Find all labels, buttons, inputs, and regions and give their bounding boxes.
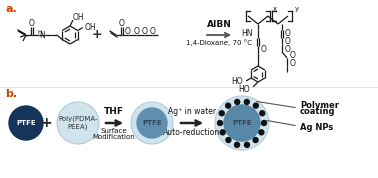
Text: y: y <box>295 6 299 12</box>
Circle shape <box>215 96 269 150</box>
Text: THF: THF <box>104 107 124 116</box>
Circle shape <box>220 130 225 135</box>
Circle shape <box>260 111 265 116</box>
Text: Modification: Modification <box>93 134 135 140</box>
Text: O: O <box>29 20 35 28</box>
Text: O: O <box>290 51 296 61</box>
Circle shape <box>234 142 240 147</box>
Text: HN: HN <box>242 28 253 38</box>
Text: O: O <box>150 27 156 36</box>
Text: AIBN: AIBN <box>206 20 231 29</box>
Circle shape <box>137 108 167 138</box>
Text: 1,4-Dioxane, 70 °C: 1,4-Dioxane, 70 °C <box>186 39 252 46</box>
Text: +: + <box>92 28 102 41</box>
Circle shape <box>235 100 240 104</box>
Text: N: N <box>39 30 45 40</box>
Circle shape <box>217 121 223 125</box>
Circle shape <box>131 102 173 144</box>
Text: x: x <box>273 6 277 12</box>
Text: +: + <box>40 116 52 130</box>
Circle shape <box>219 111 224 116</box>
Text: a.: a. <box>5 4 17 14</box>
Text: O: O <box>285 46 291 54</box>
Circle shape <box>140 111 164 135</box>
Circle shape <box>57 102 99 144</box>
Text: Polymer: Polymer <box>300 101 339 109</box>
Circle shape <box>226 138 231 143</box>
Circle shape <box>224 105 260 141</box>
Text: HO: HO <box>239 85 250 93</box>
Text: OH: OH <box>73 12 85 22</box>
Circle shape <box>9 106 43 140</box>
Text: PTFE: PTFE <box>16 120 36 126</box>
Circle shape <box>146 117 158 129</box>
Circle shape <box>12 109 40 137</box>
Text: PTFE: PTFE <box>232 120 252 126</box>
Circle shape <box>253 138 258 143</box>
Circle shape <box>245 142 249 147</box>
Text: Poly(PDMA-: Poly(PDMA- <box>58 116 98 122</box>
Circle shape <box>143 114 161 132</box>
Text: H: H <box>38 30 42 35</box>
Circle shape <box>232 113 252 133</box>
Text: O: O <box>134 27 140 36</box>
Circle shape <box>228 109 256 137</box>
Text: Ag⁺ in water: Ag⁺ in water <box>168 107 216 116</box>
Text: OH: OH <box>85 23 96 32</box>
Circle shape <box>15 112 37 134</box>
Text: O: O <box>119 20 125 28</box>
Circle shape <box>244 100 249 104</box>
Circle shape <box>226 103 231 108</box>
Text: HO: HO <box>231 77 243 87</box>
Text: b.: b. <box>5 89 17 99</box>
Text: coating: coating <box>300 108 336 116</box>
Circle shape <box>259 130 264 135</box>
Text: O: O <box>290 59 296 69</box>
Circle shape <box>21 118 31 128</box>
Text: O: O <box>285 38 291 46</box>
Text: PTFE: PTFE <box>142 120 162 126</box>
Text: O: O <box>285 30 291 38</box>
Circle shape <box>236 117 248 129</box>
Text: PEEA): PEEA) <box>68 124 88 130</box>
Text: O: O <box>125 27 131 36</box>
Circle shape <box>262 121 266 125</box>
Circle shape <box>253 103 258 108</box>
Text: Surface: Surface <box>101 128 127 134</box>
Text: O: O <box>142 27 148 36</box>
Text: Ag NPs: Ag NPs <box>300 122 333 132</box>
Text: O: O <box>261 46 267 54</box>
Text: Auto-reduction: Auto-reduction <box>163 128 221 137</box>
Circle shape <box>18 115 34 131</box>
